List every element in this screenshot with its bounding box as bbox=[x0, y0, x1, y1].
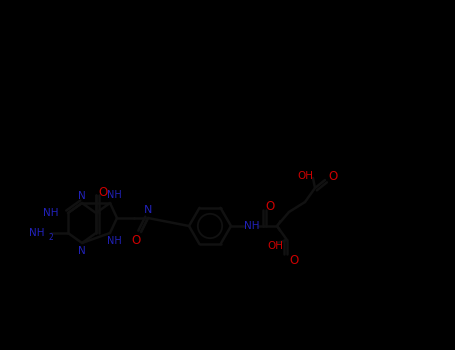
Text: N: N bbox=[144, 205, 152, 215]
Text: 2: 2 bbox=[48, 232, 53, 241]
Text: O: O bbox=[329, 169, 338, 182]
Text: NH: NH bbox=[29, 228, 44, 238]
Text: N: N bbox=[78, 191, 86, 201]
Text: NH: NH bbox=[106, 236, 121, 246]
Text: NH: NH bbox=[42, 208, 58, 218]
Text: NH: NH bbox=[244, 221, 260, 231]
Text: O: O bbox=[289, 254, 298, 267]
Text: O: O bbox=[265, 201, 275, 214]
Text: NH: NH bbox=[106, 190, 121, 200]
Text: N: N bbox=[78, 246, 86, 256]
Text: OH: OH bbox=[267, 241, 283, 251]
Text: OH: OH bbox=[297, 171, 313, 181]
Text: O: O bbox=[98, 187, 108, 199]
Text: O: O bbox=[131, 234, 141, 247]
